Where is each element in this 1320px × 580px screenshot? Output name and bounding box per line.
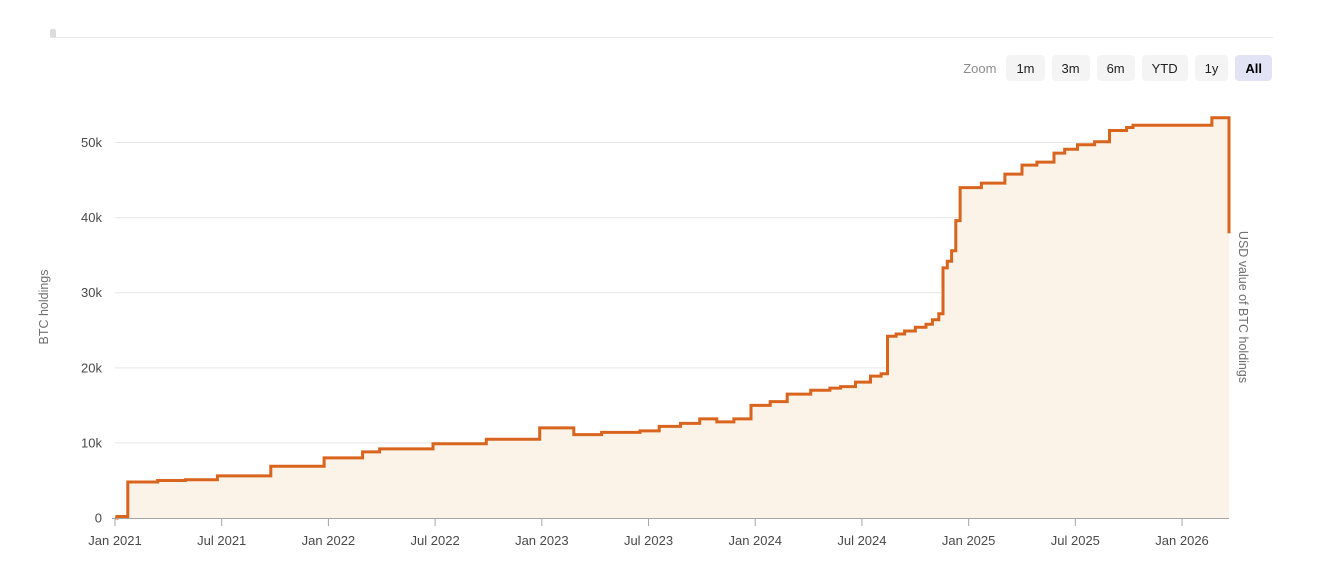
zoom-label: Zoom xyxy=(963,60,997,76)
range-button-1m[interactable]: 1m xyxy=(1006,55,1045,81)
y-tick-label: 40k xyxy=(81,210,102,225)
x-tick-label: Jul 2025 xyxy=(1051,533,1100,548)
series-area xyxy=(115,117,1229,519)
y-tick-label: 10k xyxy=(81,435,102,450)
x-tick-label: Jul 2021 xyxy=(197,533,246,548)
x-tick-label: Jan 2022 xyxy=(302,533,356,548)
y-axis-title-right: USD value of BTC holdings xyxy=(1236,230,1250,384)
x-tick-label: Jan 2024 xyxy=(728,533,782,548)
top-divider xyxy=(50,37,1273,38)
y-tick-label: 0 xyxy=(95,511,102,526)
x-tick-label: Jul 2024 xyxy=(837,533,886,548)
top-left-tick xyxy=(50,29,56,38)
range-button-1y[interactable]: 1y xyxy=(1194,55,1229,81)
y-axis-title-left: BTC holdings xyxy=(37,269,51,345)
range-selector: Zoom 1m 3m 6m YTD 1y All xyxy=(963,55,1272,81)
x-tick-label: Jan 2025 xyxy=(942,533,996,548)
y-tick-label: 50k xyxy=(81,135,102,150)
range-button-3m[interactable]: 3m xyxy=(1051,55,1090,81)
y-tick-label: 20k xyxy=(81,360,102,375)
range-button-6m[interactable]: 6m xyxy=(1096,55,1135,81)
series-line xyxy=(115,116,1231,520)
x-tick-label: Jul 2023 xyxy=(624,533,673,548)
x-tick-label: Jan 2021 xyxy=(88,533,142,548)
range-button-all[interactable]: All xyxy=(1235,55,1272,81)
x-tick-label: Jul 2022 xyxy=(411,533,460,548)
range-button-ytd[interactable]: YTD xyxy=(1141,55,1188,81)
x-tick-label: Jan 2026 xyxy=(1155,533,1209,548)
y-tick-label: 30k xyxy=(81,285,102,300)
x-tick-label: Jan 2023 xyxy=(515,533,569,548)
